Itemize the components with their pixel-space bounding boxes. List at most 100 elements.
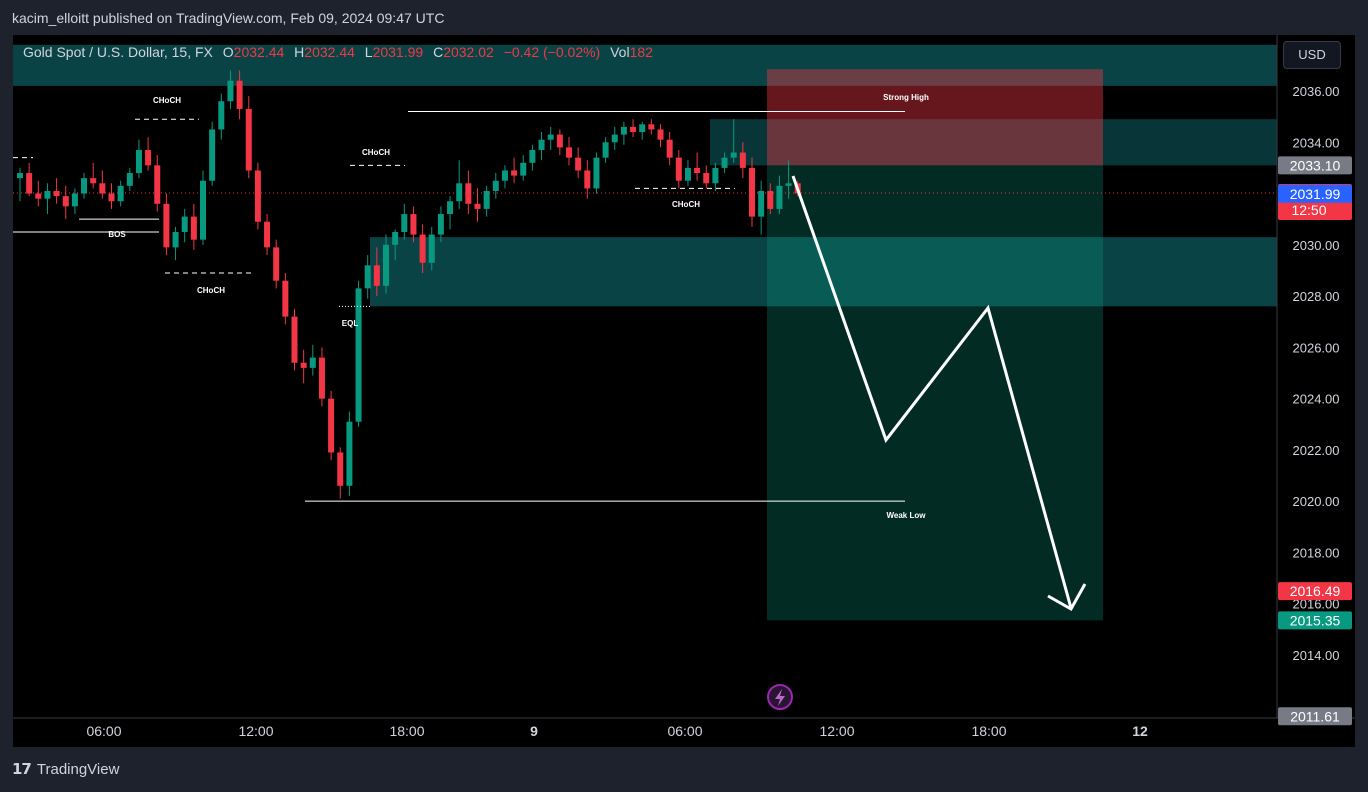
footer-brand[interactable]: 𝟭𝟳 TradingView xyxy=(12,760,120,779)
candle-body xyxy=(465,183,472,204)
demand-zone xyxy=(370,237,1277,307)
candle xyxy=(684,160,691,186)
candle xyxy=(392,229,399,261)
price-label-bg xyxy=(1278,707,1352,726)
supply-zone-mid xyxy=(710,119,1277,166)
candle xyxy=(373,247,380,297)
candle xyxy=(273,239,280,289)
candle-body xyxy=(318,357,325,399)
candle-body xyxy=(163,203,170,248)
candle-body xyxy=(703,173,710,184)
x-tick-label: 06:00 xyxy=(86,723,121,739)
candle-body xyxy=(282,280,289,317)
candle-body xyxy=(300,362,307,368)
candle xyxy=(602,137,609,163)
candle-body xyxy=(538,139,545,150)
candle-body xyxy=(556,134,563,148)
eql-label: EQL xyxy=(342,319,359,328)
candle xyxy=(492,173,499,199)
currency-button[interactable]: USD xyxy=(1283,41,1341,69)
candle xyxy=(730,119,737,163)
candle-body xyxy=(611,134,618,143)
candle xyxy=(291,308,298,371)
candle xyxy=(739,142,746,179)
candle xyxy=(154,155,161,212)
candle-body xyxy=(428,234,435,263)
price-label-text: 2011.61 xyxy=(1290,708,1340,724)
candle xyxy=(529,144,536,171)
choch-label-3: CHoCH xyxy=(362,148,390,157)
candle xyxy=(648,119,655,135)
candle-body xyxy=(154,165,161,204)
candle-body xyxy=(181,216,188,232)
volume-value: 182 xyxy=(629,44,653,60)
candle-body xyxy=(639,124,646,133)
candle xyxy=(245,96,252,179)
candle xyxy=(300,349,307,384)
candle-body xyxy=(447,201,454,215)
candle-body xyxy=(383,244,389,286)
chart-frame[interactable]: CHoCH BOS CHoCH CHoCH EQL CHoCH Strong High Wea… xyxy=(13,35,1355,747)
candle xyxy=(666,132,673,166)
candle-body xyxy=(90,178,97,184)
candle-body xyxy=(44,190,51,199)
candle-body xyxy=(520,162,527,176)
candle xyxy=(282,273,289,325)
candle-body xyxy=(291,316,298,363)
symbol-name: Gold Spot / U.S. Dollar, 15, FX xyxy=(23,44,213,60)
candle xyxy=(337,447,344,499)
price-label-text: 2031.99 xyxy=(1290,186,1341,202)
candle xyxy=(401,203,408,240)
candle-body xyxy=(776,185,783,209)
y-tick-label: 2026.00 xyxy=(1293,340,1340,355)
candle xyxy=(620,121,627,145)
candle xyxy=(593,152,600,194)
supply-zone-top xyxy=(13,44,1277,86)
candle-body xyxy=(474,203,481,209)
projection-path xyxy=(791,175,1073,609)
candle xyxy=(81,173,88,199)
candle xyxy=(547,126,554,150)
candle-body xyxy=(630,126,637,133)
zones-layer xyxy=(13,44,1277,621)
candle-body xyxy=(273,247,280,281)
price-chart[interactable]: CHoCH BOS CHoCH CHoCH EQL CHoCH Strong High Wea… xyxy=(13,35,1355,747)
candle xyxy=(200,170,206,245)
close-value: 2032.02 xyxy=(443,44,494,60)
candle xyxy=(566,137,572,166)
candle xyxy=(126,167,133,191)
price-label-text: 2015.35 xyxy=(1290,612,1341,628)
candle-body xyxy=(584,170,591,189)
take-profit-box xyxy=(767,165,1103,621)
candle-body xyxy=(373,265,380,286)
candle-body xyxy=(712,167,719,184)
candle-body xyxy=(227,80,234,102)
price-label-text: 2016.49 xyxy=(1290,583,1341,599)
candle-body xyxy=(529,149,536,163)
candle xyxy=(776,175,783,215)
candle xyxy=(474,188,481,222)
candle xyxy=(17,167,23,202)
candle-body xyxy=(437,214,444,235)
candle-body xyxy=(62,196,69,207)
candle-body xyxy=(749,167,755,217)
candle-body xyxy=(767,190,774,209)
candle-body xyxy=(566,147,572,158)
candle-body xyxy=(172,231,179,248)
candle-body xyxy=(328,398,335,453)
candle xyxy=(236,70,243,120)
price-label-bg xyxy=(1278,611,1352,630)
low-value: 2031.99 xyxy=(372,44,424,60)
candle-body xyxy=(483,190,490,209)
candle-body xyxy=(309,357,316,368)
candle xyxy=(328,390,335,461)
price-label-bg xyxy=(1278,582,1352,601)
candle xyxy=(556,129,563,156)
y-tick-label: 2018.00 xyxy=(1293,545,1340,560)
choch-label-2: CHoCH xyxy=(197,286,225,295)
candle xyxy=(721,152,728,174)
x-tick-label: 9 xyxy=(530,723,538,739)
brand-name: TradingView xyxy=(36,760,120,778)
candle xyxy=(465,170,472,215)
candle xyxy=(44,183,51,215)
